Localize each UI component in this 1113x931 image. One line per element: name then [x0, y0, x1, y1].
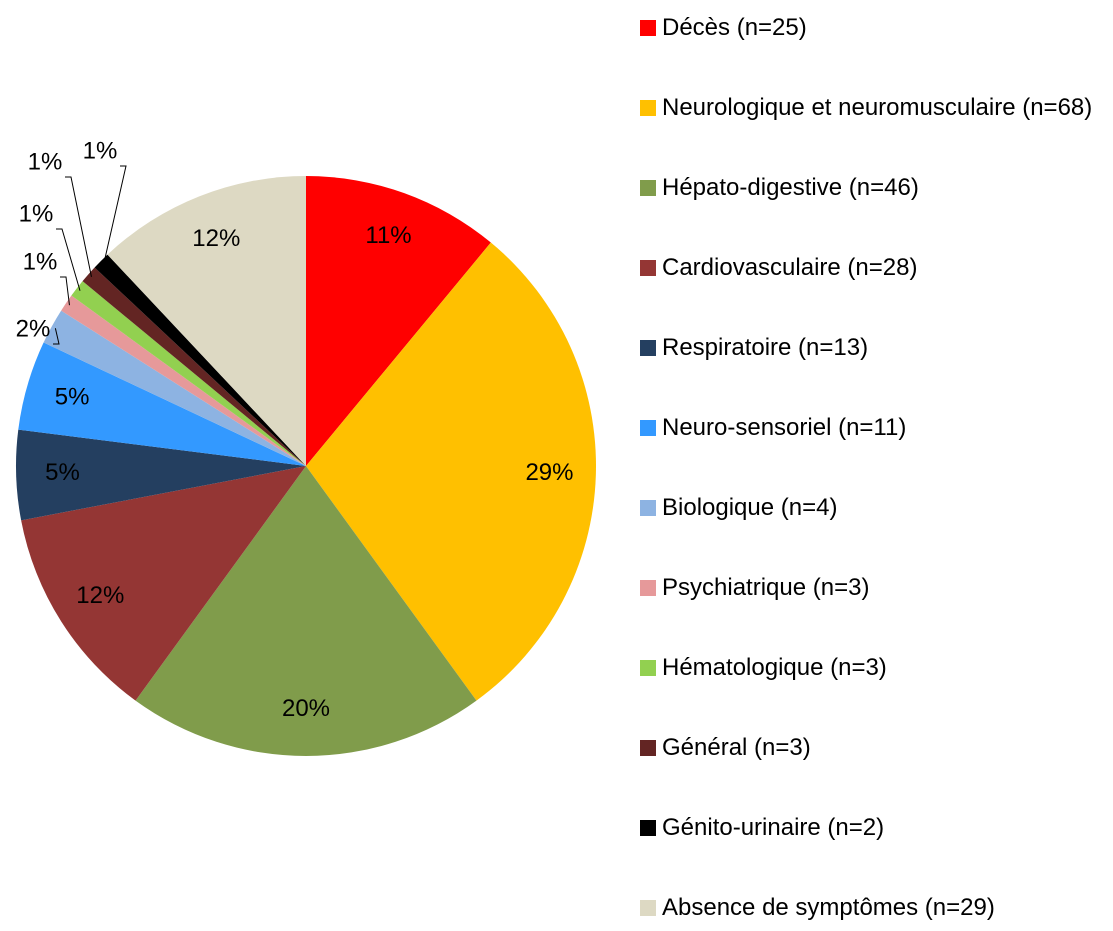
legend-swatch	[640, 100, 656, 116]
data-label: 20%	[282, 695, 330, 722]
legend-label: Génito-urinaire (n=2)	[662, 814, 885, 841]
pie-slice	[306, 176, 491, 466]
legend-swatch	[640, 420, 656, 436]
data-label: 1%	[83, 137, 118, 164]
legend-swatch	[640, 500, 656, 516]
legend-swatch	[640, 260, 656, 276]
pie-slice	[21, 466, 307, 701]
data-label: 1%	[28, 148, 63, 175]
legend-label: Hématologique (n=3)	[662, 654, 887, 681]
leader-line	[53, 328, 60, 345]
pie-chart: 11% 29% 20% 12% 5% 5% 2% 1% 1% 1% 1% 12%	[15, 137, 597, 757]
legend-swatch	[640, 740, 656, 756]
legend-label: Général (n=3)	[662, 734, 811, 761]
legend-swatch	[640, 20, 656, 36]
legend-label: Décès (n=25)	[662, 14, 807, 41]
pie-slice	[135, 466, 477, 757]
pie-slice	[15, 429, 306, 521]
pie-slice	[107, 176, 306, 466]
data-label: 5%	[55, 383, 90, 410]
pie-slice	[306, 242, 597, 701]
pie-slice	[61, 295, 307, 466]
pie-slice	[43, 310, 306, 466]
pie-slice	[71, 281, 306, 466]
leader-line	[65, 176, 92, 277]
legend-label: Neurologique et neuromusculaire (n=68)	[662, 94, 1093, 121]
data-label: 1%	[19, 200, 54, 227]
data-label: 5%	[45, 459, 80, 486]
data-label: 1%	[23, 248, 58, 275]
legend-label: Psychiatrique (n=3)	[662, 574, 870, 601]
legend-label: Hépato-digestive (n=46)	[662, 174, 919, 201]
legend-swatch	[640, 180, 656, 196]
legend-swatch	[640, 580, 656, 596]
data-label: 29%	[525, 459, 573, 486]
legend-swatch	[640, 340, 656, 356]
legend-swatch	[640, 820, 656, 836]
legend-swatch	[640, 900, 656, 916]
pie-slice	[82, 267, 306, 466]
legend-swatch	[640, 660, 656, 676]
data-label: 12%	[76, 582, 124, 609]
pie-slice	[94, 254, 307, 466]
data-label: 12%	[192, 225, 240, 252]
leader-line	[60, 276, 70, 306]
legend-label: Biologique (n=4)	[662, 494, 838, 521]
legend-label: Absence de symptômes (n=29)	[662, 894, 995, 921]
legend-label: Cardiovasculaire (n=28)	[662, 254, 918, 281]
legend-label: Respiratoire (n=13)	[662, 334, 869, 361]
data-label: 2%	[16, 315, 51, 342]
data-label: 11%	[365, 222, 411, 249]
pie-slice	[18, 342, 306, 466]
legend-label: Neuro-sensoriel (n=11)	[662, 414, 907, 441]
leader-line	[103, 165, 127, 264]
leader-line	[56, 228, 81, 291]
